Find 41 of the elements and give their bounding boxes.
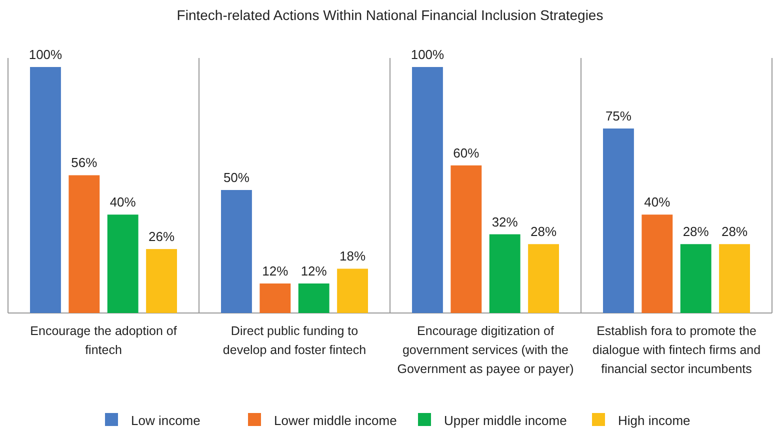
- bar: [107, 214, 138, 313]
- bar: [221, 190, 252, 313]
- data-label: 75%: [605, 108, 632, 124]
- x-tick-label: Establish fora to promote the dialogue with fintech firms and financial sector incumbents: [592, 324, 761, 376]
- bar: [68, 175, 100, 313]
- bar: [603, 128, 634, 313]
- bar: [528, 244, 559, 313]
- data-label: 12%: [262, 263, 289, 278]
- bar: [30, 67, 61, 313]
- data-label: 12%: [300, 263, 328, 278]
- legend-label: Upper middle income: [444, 413, 567, 428]
- data-label: 56%: [71, 155, 98, 170]
- data-label: 32%: [492, 214, 518, 230]
- bar: [680, 244, 712, 313]
- bar: [719, 244, 750, 313]
- bar: [337, 268, 368, 313]
- data-label: 50%: [223, 170, 250, 185]
- x-tick-label: Encourage the adoption of fintech: [30, 324, 178, 357]
- bar: [412, 67, 443, 313]
- data-label: 28%: [682, 224, 710, 240]
- bar: [298, 283, 330, 313]
- data-label: 28%: [530, 224, 557, 240]
- legend-label: Low income: [131, 413, 200, 428]
- chart-title: Fintech-related Actions Within National Financial Inclusion Strategies: [176, 7, 604, 23]
- legend-label: Lower middle income: [274, 413, 397, 428]
- bar: [489, 234, 520, 313]
- data-label: 18%: [340, 248, 366, 264]
- data-label: 100%: [410, 47, 445, 62]
- data-label: 100%: [28, 47, 63, 62]
- data-label: 28%: [722, 224, 748, 240]
- bar: [642, 214, 673, 313]
- bar: [450, 165, 482, 313]
- x-tick-label: Direct public funding to develop and foster fintech: [222, 324, 366, 357]
- data-label: 40%: [644, 194, 671, 210]
- data-label: 60%: [453, 145, 480, 160]
- bar: [146, 249, 177, 313]
- data-label: 26%: [148, 229, 175, 244]
- bar: [260, 283, 291, 313]
- legend-label: High income: [618, 413, 690, 428]
- data-label: 40%: [110, 194, 136, 210]
- x-tick-label: Encourage digitization of government services (with the Government as payee or payer): [397, 324, 574, 376]
